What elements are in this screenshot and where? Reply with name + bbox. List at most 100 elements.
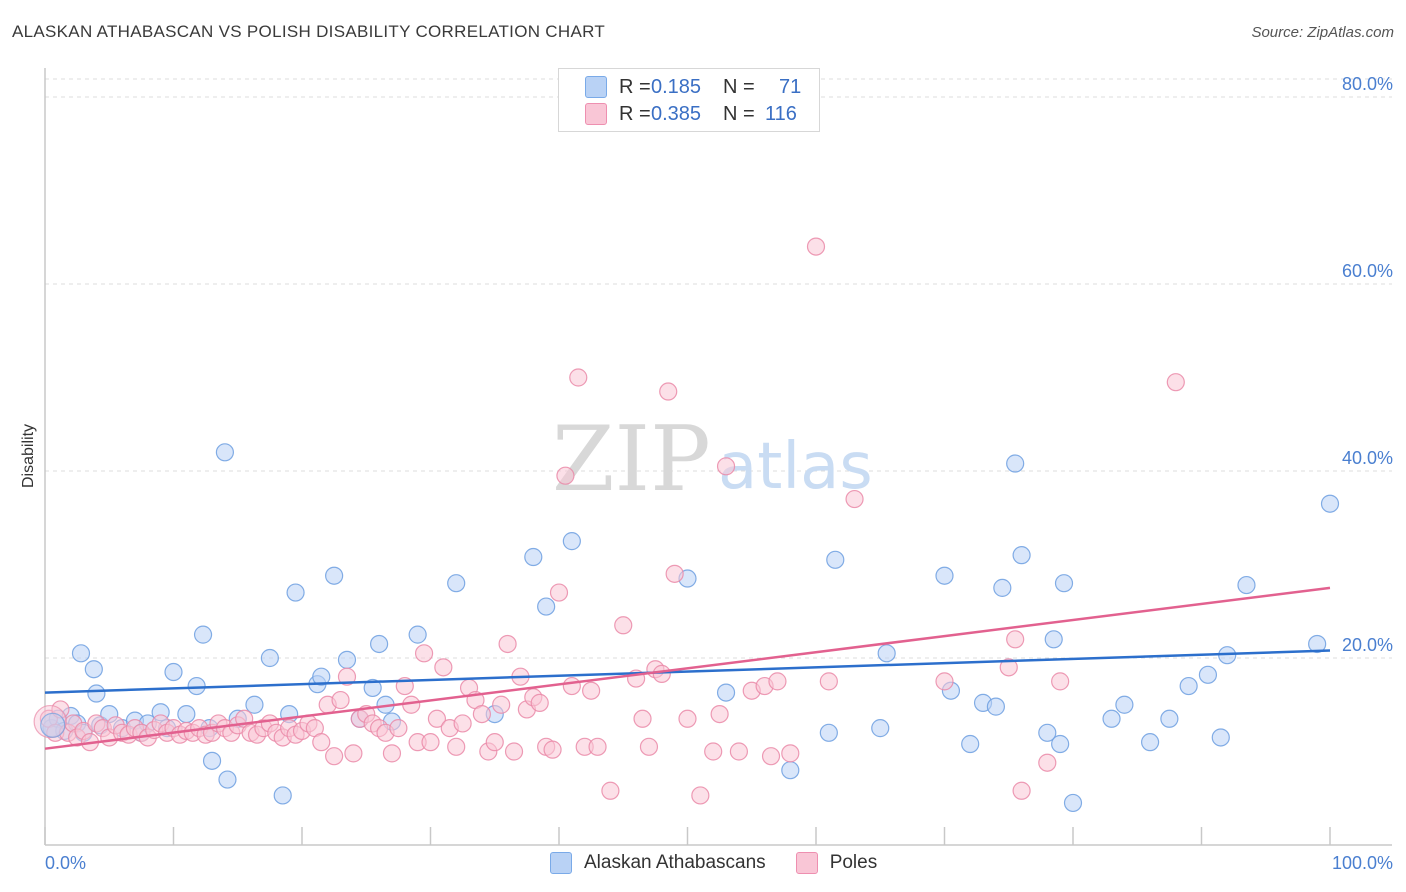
athabascan-point — [218, 770, 237, 789]
athabascan-point — [71, 644, 91, 663]
data-points — [33, 237, 1340, 813]
athabascan-point — [84, 660, 103, 679]
poles-point — [530, 693, 549, 712]
stats-row-poles: R = 0.385 N = 116 — [585, 102, 797, 126]
poles-point — [382, 744, 402, 763]
poles-point — [1012, 781, 1031, 800]
athabascan-point — [877, 644, 896, 663]
poles-point — [1038, 753, 1057, 772]
source-label: Source: ZipAtlas.com — [1251, 24, 1394, 41]
athabascan-point — [164, 662, 183, 682]
athabascan-point — [781, 761, 800, 780]
poles-point — [325, 747, 344, 766]
athabascan-trend-line — [44, 649, 1331, 694]
poles-point — [1166, 373, 1185, 392]
athabascan-point — [1063, 793, 1083, 813]
x-tick-label: 100.0% — [1332, 853, 1393, 873]
tick-labels: 20.0% 40.0% 60.0% 80.0% 0.0% 100.0% — [45, 74, 1393, 873]
poles-point — [543, 740, 562, 759]
poles-point — [678, 709, 697, 728]
stats-legend: R = 0.185 N = 71 R = 0.385 N = 116 — [558, 68, 820, 132]
athabascan-point — [1198, 665, 1218, 684]
athabascan-point — [40, 712, 66, 738]
athabascan-point — [363, 678, 382, 698]
athabascan-point — [325, 566, 344, 585]
r-label: R = — [619, 102, 651, 125]
poles-point — [691, 786, 710, 805]
y-tick-label: 20.0% — [1342, 635, 1393, 655]
athabascans-swatch — [550, 852, 572, 874]
r-label: R = — [619, 75, 651, 98]
poles-point — [421, 733, 440, 752]
poles-point — [549, 583, 569, 602]
athabascan-point — [273, 786, 292, 805]
athabascan-point — [871, 719, 890, 738]
n-label: N = — [723, 102, 755, 125]
athabascan-point — [935, 566, 954, 585]
athabascan-point — [1211, 728, 1230, 747]
poles-point — [562, 676, 581, 696]
athabascan-point — [1012, 546, 1031, 565]
athabascan-point — [524, 547, 543, 567]
athabascan-point — [260, 648, 279, 668]
poles-point — [389, 719, 408, 738]
athabascan-point — [1320, 494, 1340, 513]
poles-point — [761, 747, 781, 766]
athabascan-point — [187, 676, 206, 696]
poles-point — [504, 742, 524, 761]
poles-point — [819, 672, 838, 691]
poles-swatch — [795, 852, 818, 874]
athabascan-point — [286, 583, 305, 602]
athabascan-point — [537, 597, 556, 616]
x-tick-label: 0.0% — [45, 853, 86, 873]
athabascan-point — [370, 634, 389, 654]
grid-lines — [45, 78, 1392, 659]
poles-point — [588, 737, 607, 756]
y-axis-label: Disability — [20, 424, 37, 488]
poles-point — [614, 616, 633, 635]
poles-point — [999, 658, 1018, 677]
poles-swatch — [585, 103, 607, 125]
watermark-zip: ZIP — [552, 407, 711, 512]
poles-point — [665, 564, 684, 583]
n-value: 71 — [779, 75, 802, 98]
athabascan-point — [826, 550, 845, 569]
athabascan-point — [245, 695, 264, 714]
watermark: ZIP atlas — [552, 407, 873, 512]
athabascan-point — [1160, 709, 1179, 728]
poles-point — [337, 667, 357, 686]
athabascan-point — [1044, 630, 1063, 649]
poles-point — [845, 489, 864, 509]
poles-point — [659, 382, 678, 401]
poles-point — [472, 704, 491, 724]
athabascan-point — [1140, 733, 1160, 752]
poles-point — [716, 457, 736, 476]
poles-point — [639, 737, 659, 756]
athabascan-point — [87, 684, 106, 703]
poles-point — [633, 709, 652, 728]
poles-point — [582, 681, 601, 700]
r-value: 0.185 — [651, 75, 702, 98]
athabascan-point — [202, 751, 222, 770]
athabascan-point — [193, 625, 213, 644]
legend-label-poles: Poles — [829, 852, 878, 873]
athabascan-swatch — [585, 76, 607, 98]
poles-point — [447, 737, 466, 756]
poles-point — [556, 466, 575, 485]
athabascan-point — [215, 443, 234, 462]
stats-row-athabascan: R = 0.185 N = 71 — [585, 75, 801, 99]
poles-point — [768, 672, 787, 691]
poles-point — [652, 664, 671, 683]
legend-item-athabascans[interactable]: Alaskan Athabascans — [550, 852, 766, 874]
athabascan-point — [1006, 454, 1025, 473]
legend-item-poles[interactable]: Poles — [795, 852, 878, 874]
chart-title: ALASKAN ATHABASCAN VS POLISH DISABILITY … — [12, 22, 606, 41]
poles-point — [414, 644, 434, 663]
poles-point — [710, 704, 729, 724]
poles-point — [485, 733, 504, 752]
athabascan-point — [1054, 574, 1074, 593]
watermark-atlas: atlas — [718, 430, 873, 504]
poles-point — [331, 690, 350, 710]
poles-point — [601, 781, 620, 800]
